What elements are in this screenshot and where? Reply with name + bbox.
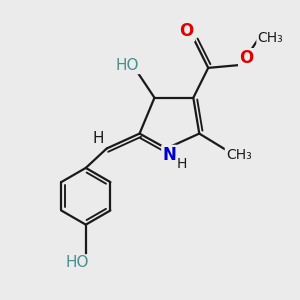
Text: HO: HO <box>116 58 140 73</box>
Text: H: H <box>177 157 187 171</box>
Text: CH₃: CH₃ <box>257 31 283 45</box>
Text: O: O <box>180 22 194 40</box>
Text: CH₃: CH₃ <box>226 148 252 162</box>
Text: HO: HO <box>66 255 89 270</box>
Text: H: H <box>93 131 104 146</box>
Text: N: N <box>163 146 176 164</box>
Text: O: O <box>239 49 254 67</box>
